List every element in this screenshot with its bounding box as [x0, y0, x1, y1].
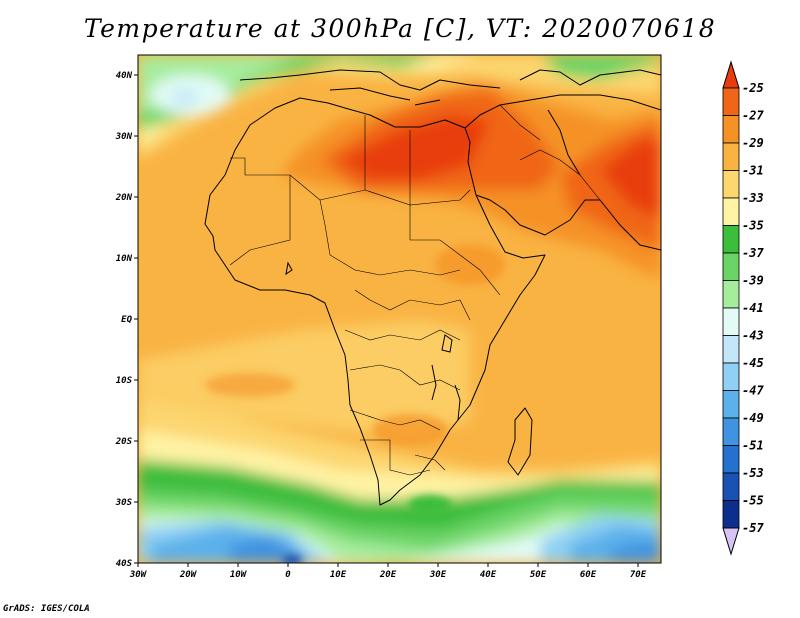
- colorbar-label: -25: [742, 81, 764, 95]
- colorbar-swatch: [722, 197, 740, 226]
- colorbar-label: -55: [742, 494, 764, 508]
- colorbar-label: -41: [742, 301, 764, 315]
- lat-tick-label: 10N: [116, 254, 133, 264]
- colorbar-label: -47: [742, 384, 764, 398]
- lat-tick-label: EQ: [121, 315, 132, 325]
- lat-tick-label: 20S: [115, 437, 133, 447]
- lat-tick-label: 10S: [116, 376, 133, 386]
- coastlines: [204, 69, 661, 506]
- colorbar-label: -57: [742, 521, 764, 535]
- colorbar-swatch: [722, 362, 740, 391]
- lat-tick-label: 20N: [115, 193, 133, 203]
- colorbar-swatch: [722, 87, 740, 116]
- colorbar-swatch: [722, 225, 740, 254]
- lon-tick-label: 50E: [530, 570, 547, 580]
- lon-tick-label: 70E: [630, 570, 647, 580]
- lat-tick-label: 30S: [115, 498, 133, 508]
- colorbar-label: -53: [742, 466, 764, 480]
- colorbar-bottom-arrow: [722, 527, 740, 556]
- colorbar-swatch: [722, 335, 740, 364]
- lon-tick-label: 0: [285, 570, 291, 580]
- colorbar-swatch: [722, 500, 740, 529]
- map-frame: [137, 54, 662, 564]
- colorbar-swatch: [722, 445, 740, 474]
- colorbar-swatch: [722, 472, 740, 501]
- colorbar-label: -49: [742, 411, 764, 425]
- colorbar-swatch: [722, 307, 740, 336]
- colorbar-swatch: [722, 280, 740, 309]
- colorbar-label: -45: [742, 356, 764, 370]
- lon-tick-label: 60E: [580, 570, 597, 580]
- colorbar-label: -33: [742, 191, 764, 205]
- colorbar-label: -31: [742, 164, 764, 178]
- colorbar-swatch: [722, 390, 740, 419]
- inland-lakes: [285, 261, 461, 421]
- lon-tick-label: 40E: [480, 570, 497, 580]
- colorbar-label: -37: [742, 246, 764, 260]
- colorbar-label: -51: [742, 439, 764, 453]
- colorbar-legend: -25 -27 -29 -31 -33 -35 -37 -39 -41 -43 -45 -47 -49 -…: [722, 60, 764, 556]
- colorbar-label: -29: [742, 136, 764, 150]
- colorbar-label: -35: [742, 219, 764, 233]
- colorbar-swatch: [722, 115, 740, 144]
- colorbar-swatch: [722, 417, 740, 446]
- grads-credit: GrADS: IGES/COLA: [3, 604, 90, 614]
- lat-tick-label: 40N: [116, 71, 133, 81]
- lon-tick-label: 20W: [179, 570, 198, 580]
- lat-tick-label: 40S: [116, 559, 133, 569]
- colorbar-label: -27: [742, 109, 764, 123]
- colorbar-swatch: [722, 252, 740, 281]
- lat-tick-label: 30N: [115, 132, 133, 142]
- lon-tick-label: 10E: [330, 570, 347, 580]
- colorbar-label: -39: [742, 274, 764, 288]
- lon-tick-label: 20E: [379, 570, 397, 580]
- chart-title: Temperature at 300hPa [C], VT: 202007061…: [83, 14, 717, 43]
- colorbar-swatch: [722, 142, 740, 171]
- colorbar-top-arrow: [722, 60, 740, 89]
- country-borders: [229, 104, 601, 476]
- lon-tick-label: 30E: [429, 570, 447, 580]
- colorbar-swatch: [722, 170, 740, 199]
- temperature-field: [138, 55, 661, 563]
- lon-tick-label: 30W: [129, 570, 148, 580]
- lon-tick-label: 10W: [230, 570, 248, 580]
- colorbar-label: -43: [742, 329, 764, 343]
- axis-ticks: 30W 20W 10W 0 10E 20E 30E 40E 50E 60E 70E 40S 30S 20S…: [115, 71, 647, 580]
